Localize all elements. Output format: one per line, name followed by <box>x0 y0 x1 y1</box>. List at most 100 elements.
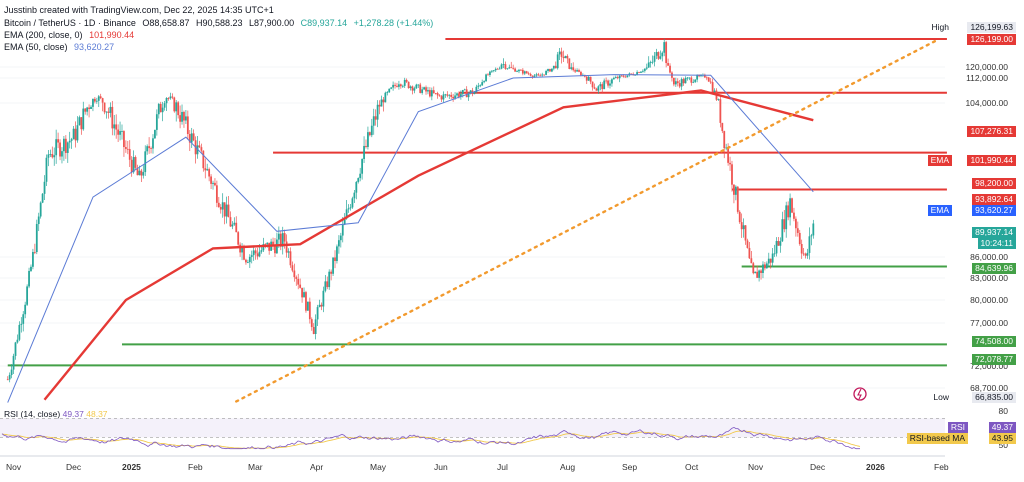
current-price-tag: 89,937.14 <box>972 227 1016 238</box>
candle-body <box>676 81 679 84</box>
candle-body <box>361 159 364 174</box>
time-tick: Jul <box>497 462 508 472</box>
candle-body <box>647 62 650 68</box>
candle-body <box>440 96 443 100</box>
candle-body <box>8 374 11 380</box>
price-tick: 104,000.00 <box>965 98 1008 108</box>
price-tick: 120,000.00 <box>965 62 1008 72</box>
bar-countdown-tag: 10:24:11 <box>977 238 1016 249</box>
level-tag-72078: 72,078.77 <box>972 354 1016 365</box>
candle-body <box>765 263 768 269</box>
candle-body <box>545 70 547 75</box>
symbol-legend[interactable]: Bitcoin / TetherUS · 1D · Binance O88,65… <box>4 18 437 28</box>
rsi-legend-title: RSI (14, close) <box>4 409 61 419</box>
candle-body <box>570 67 573 69</box>
candle-body <box>655 52 658 56</box>
candle-body <box>483 81 486 83</box>
candle-body <box>6 379 9 381</box>
rsi-legend[interactable]: RSI (14, close) 49.37 48.37 <box>4 409 108 419</box>
candle-body <box>57 139 59 143</box>
ema200-value-tag: 101,990.44 <box>967 155 1016 166</box>
ema50-legend-value: 93,620.27 <box>74 42 115 52</box>
candle-body <box>68 140 71 143</box>
candle-body <box>376 104 379 120</box>
candle-body <box>514 68 517 72</box>
candle-body <box>558 51 561 55</box>
candle-body <box>758 270 760 278</box>
candle-body <box>533 75 536 77</box>
candle-body <box>547 69 549 71</box>
candle-body <box>738 211 741 223</box>
candle-body <box>322 290 325 307</box>
candle-body <box>386 92 389 93</box>
candle-body <box>690 77 693 83</box>
ema50-tag-label: EMA <box>927 205 952 216</box>
candle-body <box>762 264 764 273</box>
candle-body <box>682 79 685 84</box>
candle-body <box>492 70 495 72</box>
candle-body <box>243 247 245 260</box>
candle-body <box>132 157 135 173</box>
ohlc-close: C89,937.14 <box>300 18 348 28</box>
alert-icon[interactable] <box>853 387 867 401</box>
candle-body <box>214 182 216 186</box>
candle-body <box>572 67 575 71</box>
candle-body <box>475 86 478 93</box>
candle-body <box>70 139 73 141</box>
candle-body <box>41 193 44 203</box>
candle-body <box>20 323 23 325</box>
candle-body <box>256 253 259 257</box>
rsi-band <box>0 418 945 438</box>
candle-body <box>188 134 191 143</box>
time-tick: Nov <box>748 462 764 472</box>
candle-body <box>477 85 480 87</box>
candle-body <box>502 64 505 66</box>
candle-body <box>33 251 36 253</box>
candle-body <box>88 107 90 109</box>
level-tag-93892: 93,892.64 <box>972 194 1016 205</box>
candle-body <box>237 232 240 245</box>
candle-body <box>103 102 106 113</box>
price-tick: 86,000.00 <box>970 252 1008 262</box>
candle-body <box>562 56 565 59</box>
candle-body <box>556 54 559 69</box>
candle-body <box>808 236 811 253</box>
candle-body <box>208 169 211 177</box>
candle-body <box>535 74 538 76</box>
low-value-tag: 66,835.00 <box>972 392 1016 403</box>
candle-body <box>219 206 222 210</box>
candle-body <box>605 80 608 82</box>
candle-body <box>432 90 435 94</box>
time-tick: Jun <box>434 462 448 472</box>
candle-body <box>622 75 625 77</box>
candle-body <box>612 77 615 80</box>
candle-body <box>239 244 242 253</box>
time-tick: Apr <box>310 462 324 472</box>
candle-body <box>28 270 30 287</box>
candle-body <box>719 99 722 123</box>
ema50-value-tag: 93,620.27 <box>972 205 1016 216</box>
ema50-legend[interactable]: EMA (50, close) 93,620.27 <box>4 42 118 52</box>
candle-body <box>756 271 759 278</box>
candle-body <box>663 42 666 53</box>
candle-body <box>626 75 629 78</box>
candle-body <box>113 124 116 129</box>
ema-200-line <box>43 89 814 401</box>
rsi-ma-value-tag: 43.95 <box>988 433 1016 444</box>
candle-body <box>752 263 755 274</box>
candle-body <box>580 71 582 76</box>
candle-body <box>90 106 92 109</box>
ema200-legend-label: EMA (200, close, 0) <box>4 30 83 40</box>
candle-body <box>731 164 733 185</box>
candle-body <box>729 162 731 165</box>
candle-body <box>223 202 226 217</box>
candle-body <box>306 301 309 311</box>
candle-body <box>51 154 54 158</box>
candle-body <box>506 68 509 70</box>
candle-body <box>165 98 168 104</box>
ema200-legend[interactable]: EMA (200, close, 0) 101,990.44 <box>4 30 138 40</box>
candle-body <box>783 219 786 230</box>
candle-body <box>725 147 728 149</box>
candle-body <box>241 247 243 253</box>
candle-body <box>684 77 687 84</box>
